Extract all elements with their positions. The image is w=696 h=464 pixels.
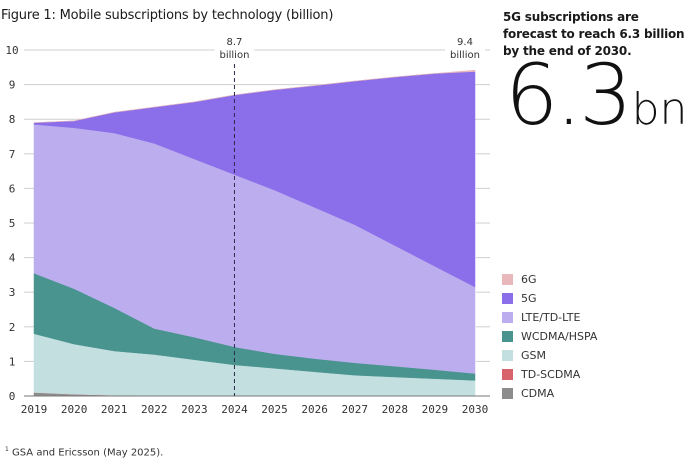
legend-label: GSM <box>521 349 546 362</box>
annotation-background <box>214 36 255 62</box>
x-tick-label: 2030 <box>462 403 489 416</box>
legend-item: LTE/TD-LTE <box>502 308 597 327</box>
annotation-background <box>445 36 485 62</box>
legend-swatch <box>502 369 513 380</box>
area-6g <box>33 69 476 123</box>
legend-label: WCDMA/HSPA <box>521 330 598 343</box>
y-tick-label: 8 <box>9 113 16 126</box>
x-tick-label: 2027 <box>341 403 368 416</box>
footnote-marker: 1 <box>5 446 9 453</box>
x-tick-label: 2022 <box>141 403 168 416</box>
annotation-unit: billion <box>450 50 480 61</box>
y-tick-label: 0 <box>9 390 16 403</box>
x-tick-label: 2024 <box>221 403 248 416</box>
legend-item: CDMA <box>502 384 597 403</box>
chart-legend: 6G 5G LTE/TD-LTE WCDMA/HSPA GSM TD-SCDMA CDMA <box>502 270 597 403</box>
legend-swatch <box>502 331 513 342</box>
legend-swatch <box>502 312 513 323</box>
y-tick-label: 1 <box>9 355 16 368</box>
annotation-value: 9.4 <box>457 37 473 48</box>
x-tick-label: 2025 <box>261 403 288 416</box>
legend-swatch <box>502 293 513 304</box>
legend-item: 5G <box>502 289 597 308</box>
legend-label: TD-SCDMA <box>521 368 581 381</box>
annotation-value: 8.7 <box>227 37 243 48</box>
x-tick-label: 2029 <box>422 403 449 416</box>
y-tick-label: 3 <box>9 286 16 299</box>
figure-title: Figure 1: Mobile subscriptions by techno… <box>1 8 334 23</box>
y-tick-label: 2 <box>9 321 16 334</box>
footnote: 1 GSA and Ericsson (May 2025). <box>5 446 163 458</box>
legend-label: 5G <box>521 292 537 305</box>
legend-label: 6G <box>521 273 537 286</box>
legend-label: CDMA <box>521 387 555 400</box>
x-tick-label: 2028 <box>382 403 409 416</box>
y-tick-label: 10 <box>5 44 18 57</box>
x-tick-label: 2020 <box>61 403 88 416</box>
legend-swatch <box>502 274 513 285</box>
forecast-heading: 5G subscriptions are forecast to reach 6… <box>503 10 685 58</box>
y-tick-label: 6 <box>9 182 16 195</box>
x-tick-label: 2019 <box>21 403 48 416</box>
legend-swatch <box>502 350 513 361</box>
legend-item: 6G <box>502 270 597 289</box>
legend-item: TD-SCDMA <box>502 365 597 384</box>
x-tick-label: 2026 <box>301 403 328 416</box>
x-tick-label: 2023 <box>181 403 208 416</box>
legend-swatch <box>502 388 513 399</box>
annotations: 8.7 billion 9.4 billion <box>214 36 485 396</box>
y-tick-label: 5 <box>9 217 16 230</box>
x-tick-label: 2021 <box>101 403 128 416</box>
y-tick-label: 4 <box>9 252 16 265</box>
annotation-unit: billion <box>219 50 249 61</box>
big-stat: 6.3bn <box>505 45 687 145</box>
legend-item: GSM <box>502 346 597 365</box>
big-stat-unit: bn <box>631 84 688 135</box>
axes: 0 1 2 3 4 5 6 7 8 9 10 2019 2020 2021 2022 2023 2024 2025… <box>5 44 490 416</box>
y-tick-label: 9 <box>9 79 16 92</box>
legend-label: LTE/TD-LTE <box>521 311 581 324</box>
big-stat-number: 6.3 <box>505 46 633 144</box>
legend-item: WCDMA/HSPA <box>502 327 597 346</box>
area-layers <box>33 69 476 397</box>
y-tick-label: 7 <box>9 148 16 161</box>
footnote-text: GSA and Ericsson (May 2025). <box>12 447 164 459</box>
